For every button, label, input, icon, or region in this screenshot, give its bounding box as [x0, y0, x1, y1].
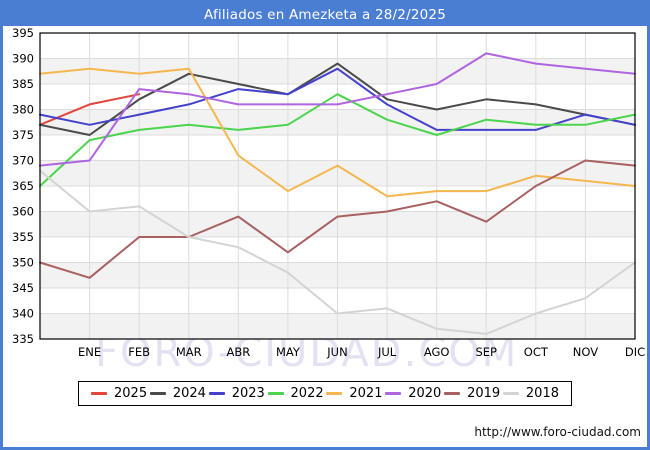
- legend-label-2024: 2024: [172, 386, 206, 401]
- x-tick-label-ENE: ENE: [78, 345, 101, 359]
- y-tick-label: 385: [12, 77, 34, 91]
- title-bar: Afiliados en Amezketa a 28/2/2025: [3, 3, 647, 26]
- x-tick-label-ABR: ABR: [226, 345, 250, 359]
- legend-label-2023: 2023: [231, 386, 265, 401]
- legend-item-2022: 2022: [267, 386, 324, 401]
- x-tick-label-MAY: MAY: [276, 345, 301, 359]
- x-tick-label-MAR: MAR: [176, 345, 202, 359]
- y-tick-label: 350: [12, 256, 34, 270]
- x-tick-label-FEB: FEB: [128, 345, 150, 359]
- legend-label-2020: 2020: [408, 386, 442, 401]
- footer-link: http://www.foro-ciudad.com: [474, 425, 641, 439]
- page-title: Afiliados en Amezketa a 28/2/2025: [204, 6, 446, 23]
- x-tick-label-OCT: OCT: [524, 345, 549, 359]
- legend-item-2021: 2021: [326, 386, 382, 401]
- legend-swatch-2023: [208, 392, 225, 395]
- y-tick-label: 360: [12, 205, 34, 219]
- x-tick-label-NOV: NOV: [573, 345, 598, 359]
- y-tick-label: 380: [12, 103, 34, 117]
- legend-swatch-2020: [385, 392, 402, 395]
- legend-swatch-2021: [326, 392, 343, 395]
- x-tick-label-DIC: DIC: [625, 345, 645, 359]
- series-line-2022: [39, 93, 636, 187]
- y-tick-label: 340: [12, 307, 34, 321]
- series-line-2024: [39, 62, 636, 136]
- x-tick-label-JUL: JUL: [377, 345, 397, 359]
- series-line-2023: [39, 67, 636, 131]
- legend-swatch-2024: [149, 392, 166, 395]
- y-tick-label: 375: [12, 128, 34, 142]
- chart-svg: 335 340 345 350 355 360 365 370 375 380 385 390 395 E…: [12, 26, 645, 359]
- y-tick-label: 355: [12, 230, 34, 244]
- legend-swatch-2018: [502, 392, 519, 395]
- legend-item-2018: 2018: [502, 386, 559, 401]
- legend-item-2023: 2023: [208, 386, 265, 401]
- y-tick-label: 395: [12, 26, 34, 40]
- legend: 2025 2024 2023 2022 2021 2020 2019 2018: [78, 381, 572, 406]
- y-tick-label: 365: [12, 179, 34, 193]
- y-tick-label: 370: [12, 154, 34, 168]
- legend-swatch-2022: [267, 392, 284, 395]
- y-tick-label: 390: [12, 52, 34, 66]
- legend-item-2019: 2019: [444, 386, 500, 401]
- x-tick-label-SEP: SEP: [475, 345, 497, 359]
- series-line-2021: [39, 67, 636, 198]
- legend-swatch-2019: [444, 392, 461, 395]
- x-tick-label-AGO: AGO: [424, 345, 450, 359]
- legend-swatch-2025: [91, 392, 107, 395]
- y-tick-label: 335: [12, 332, 34, 346]
- legend-label-2021: 2021: [349, 386, 383, 401]
- x-tick-label-JUN: JUN: [326, 345, 347, 359]
- y-tick-label: 345: [12, 281, 34, 295]
- legend-item-2020: 2020: [385, 386, 441, 401]
- legend-item-2024: 2024: [149, 386, 206, 401]
- legend-label-2025: 2025: [114, 386, 148, 401]
- series-line-2019: [39, 159, 636, 279]
- legend-item-2025: 2025: [91, 386, 147, 401]
- legend-label-2019: 2019: [467, 386, 501, 401]
- plot-frame: [39, 32, 636, 340]
- legend-label-2022: 2022: [290, 386, 324, 401]
- series-line-2018: [39, 169, 636, 335]
- footer: http://www.foro-ciudad.com: [474, 425, 641, 439]
- legend-label-2018: 2018: [525, 386, 559, 401]
- series-line-2020: [39, 52, 636, 167]
